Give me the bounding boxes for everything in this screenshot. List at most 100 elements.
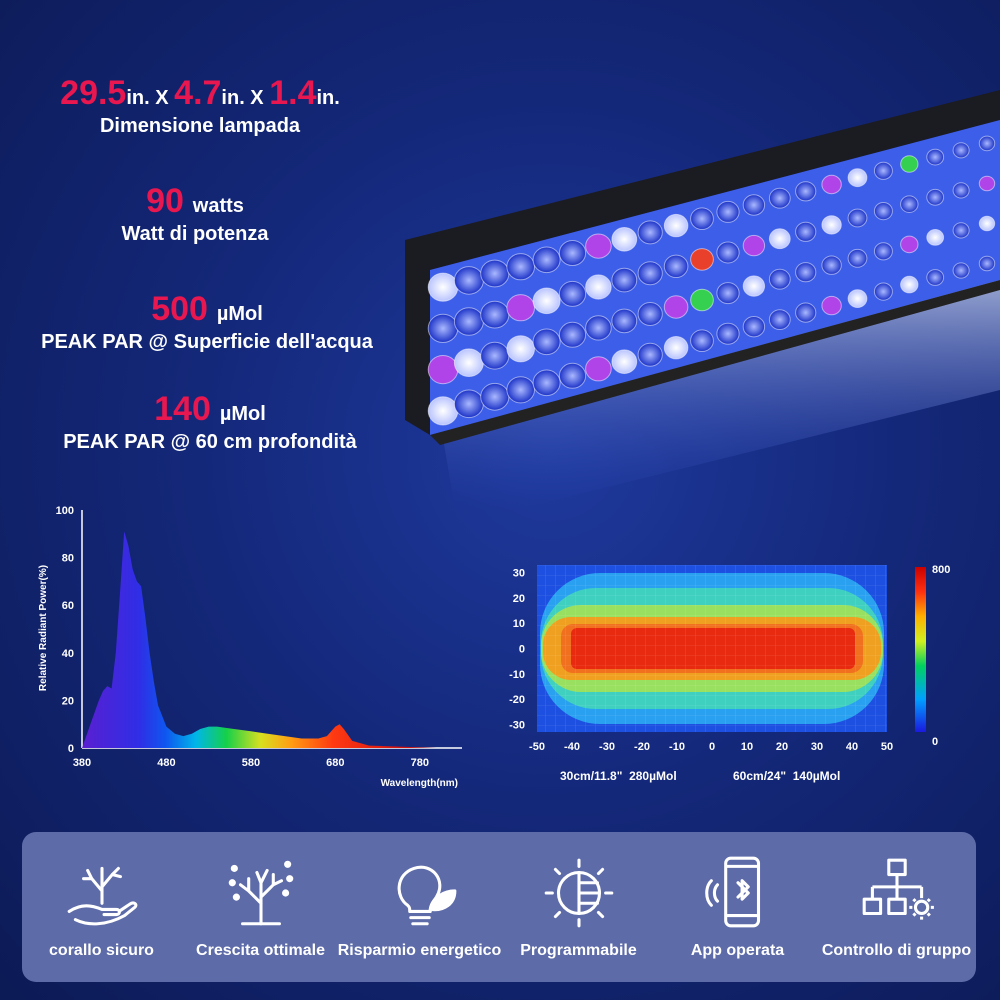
led [663, 295, 689, 319]
heatmap-ytick: -10 [509, 669, 525, 681]
par-surface-value: 500 [151, 290, 208, 328]
heatmap-scale-max: 800 [932, 564, 950, 576]
led [795, 302, 817, 323]
led [978, 175, 996, 192]
led [480, 341, 510, 370]
par-surface-caption: PEAK PAR @ Superficie dell'acqua [41, 331, 373, 353]
spectrum-xtick: 680 [326, 757, 344, 769]
led [611, 349, 638, 375]
led-lamp-illustration [405, 90, 1000, 510]
heatmap-ytick: -30 [509, 719, 525, 731]
dim-unit-1: in. X [126, 87, 175, 109]
par-heatmap: -50 -40 -30 -20 -10 0 10 20 30 40 50 30 20 10 0 -10 -20 -… [509, 564, 950, 783]
bulb-leaf-icon [397, 865, 456, 926]
led [926, 148, 945, 166]
heatmap-xtick: -50 [529, 741, 545, 753]
led [768, 268, 791, 290]
led [742, 316, 766, 338]
led [795, 181, 817, 202]
power-value: 90 [146, 182, 184, 220]
led [847, 208, 868, 228]
spectrum-xtick: 580 [242, 757, 260, 769]
spectrum-xtick: 380 [73, 757, 91, 769]
heatmap-scale-min: 0 [932, 736, 938, 748]
dim-width: 4.7 [174, 74, 222, 112]
spectrum-ytick: 20 [62, 695, 74, 707]
led [926, 269, 945, 286]
led [716, 200, 740, 223]
phone-bluetooth-icon [704, 856, 760, 928]
spectrum-xlabel: Wavelength(nm) [381, 778, 458, 789]
heatmap-ytick: 10 [513, 618, 525, 630]
feature-energy-saving: Risparmio energetico [338, 832, 501, 960]
par-depth-value: 140 [154, 390, 211, 428]
lamp-housing [405, 90, 1000, 435]
par-depth-unit: µMol [219, 403, 266, 425]
feature-group-control: Controllo di gruppo [822, 832, 972, 960]
led [978, 135, 996, 152]
led [978, 255, 996, 272]
led [768, 228, 791, 250]
dim-length: 29.5 [60, 74, 127, 112]
features-panel: corallo sicuro Crescita ottimale Risparm… [22, 832, 976, 982]
spectrum-xtick: 780 [411, 757, 429, 769]
led [506, 294, 535, 322]
led [453, 389, 484, 419]
heatmap-annotation-1: 30cm/11.8" 280µMol [560, 769, 677, 783]
led [453, 307, 484, 336]
sun-dial-icon [544, 858, 613, 928]
heatmap-xtick: 10 [741, 741, 753, 753]
lamp-face [430, 120, 1000, 435]
led [900, 155, 919, 173]
led [768, 309, 791, 331]
heatmap-xtick: 50 [881, 741, 893, 753]
spec-par-depth: 140 µMol PEAK PAR @ 60 cm profondità [40, 390, 380, 454]
light-reflection [440, 270, 1000, 510]
spectrum-ylabel: Relative Radiant Power(%) [38, 565, 49, 691]
spec-power: 90 watts Watt di potenza [40, 182, 350, 246]
led [716, 282, 740, 305]
led [585, 315, 612, 341]
led [558, 362, 587, 389]
led [821, 255, 842, 275]
led [952, 222, 970, 239]
feature-label-coral-safe: corallo sicuro [49, 942, 154, 959]
led [585, 233, 612, 259]
coral-growth-icon [228, 860, 293, 926]
feature-label-group: Controllo di gruppo [821, 942, 972, 959]
heatmap-xtick: 40 [846, 741, 858, 753]
led [480, 300, 510, 329]
par-depth-caption: PEAK PAR @ 60 cm profondità [63, 431, 357, 453]
spectrum-xtick: 480 [157, 757, 175, 769]
led [532, 287, 561, 315]
led [611, 308, 638, 334]
led [585, 356, 612, 382]
led [873, 202, 893, 221]
heatmap-color-scale [915, 567, 926, 732]
spectrum-ytick: 40 [62, 648, 74, 660]
led [742, 275, 766, 297]
feature-growth: Crescita ottimale [186, 832, 336, 960]
coral-hand-icon [67, 866, 137, 926]
heatmap-ytick: 20 [513, 593, 525, 605]
heatmap-ytick: 0 [519, 644, 525, 656]
feature-label-growth: Crescita ottimale [196, 942, 325, 959]
spectrum-chart: 380 480 580 680 780 0 20 40 60 80 100 Relative Rad… [38, 505, 462, 789]
heatmap-xtick: 20 [776, 741, 788, 753]
heatmap-xtick: -10 [669, 741, 685, 753]
feature-app: App operata [663, 832, 813, 960]
led [427, 272, 459, 302]
led [873, 242, 893, 261]
led [926, 229, 945, 246]
power-caption: Watt di potenza [121, 223, 269, 245]
network-gear-icon [862, 858, 934, 920]
led [585, 274, 612, 300]
led [637, 261, 663, 286]
led [558, 240, 587, 266]
led [690, 329, 714, 352]
spec-dimensions: 29.5in. X 4.7in. X 1.4in. Dimensione lam… [40, 74, 360, 138]
led [742, 194, 766, 216]
led [873, 161, 893, 180]
dim-unit-2: in. X [221, 87, 270, 109]
led [637, 342, 663, 367]
